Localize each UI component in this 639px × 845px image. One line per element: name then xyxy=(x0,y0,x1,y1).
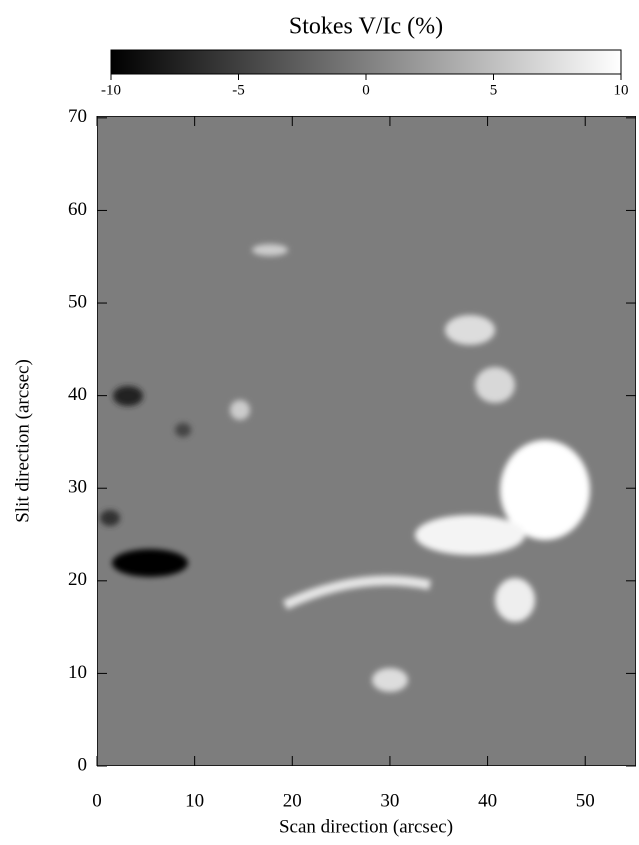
y-tick-label: 70 xyxy=(68,106,87,127)
y-tick-label: 40 xyxy=(68,384,87,405)
colorbar xyxy=(111,50,621,74)
x-tick-label: 40 xyxy=(478,790,497,811)
chart: Stokes V/Ic (%) Scan direction (arcsec) … xyxy=(0,0,639,840)
y-tick-label: 30 xyxy=(68,477,87,498)
y-tick-label: 20 xyxy=(68,569,87,590)
x-tick-label: 30 xyxy=(380,790,399,811)
x-tick-label: 50 xyxy=(576,790,595,811)
colorbar-tick-label: 10 xyxy=(614,82,629,98)
y-axis-label: Slit direction (arcsec) xyxy=(12,359,33,523)
colorbar-tick-label: 0 xyxy=(362,82,370,98)
magnetogram xyxy=(97,116,636,766)
y-tick-label: 50 xyxy=(68,291,87,312)
colorbar-tick-label: 5 xyxy=(490,82,498,98)
x-tick-label: 10 xyxy=(185,790,204,811)
colorbar-tick-label: -10 xyxy=(101,82,121,98)
y-tick-label: 10 xyxy=(68,662,87,683)
x-tick-label: 0 xyxy=(92,790,102,811)
y-tick-label: 60 xyxy=(68,199,87,220)
colorbar-tick-label: -5 xyxy=(232,82,245,98)
chart-title: Stokes V/Ic (%) xyxy=(289,14,443,40)
x-axis-label: Scan direction (arcsec) xyxy=(279,816,453,837)
x-tick-label: 20 xyxy=(283,790,302,811)
image-background xyxy=(97,116,636,766)
y-tick-label: 0 xyxy=(78,754,88,775)
